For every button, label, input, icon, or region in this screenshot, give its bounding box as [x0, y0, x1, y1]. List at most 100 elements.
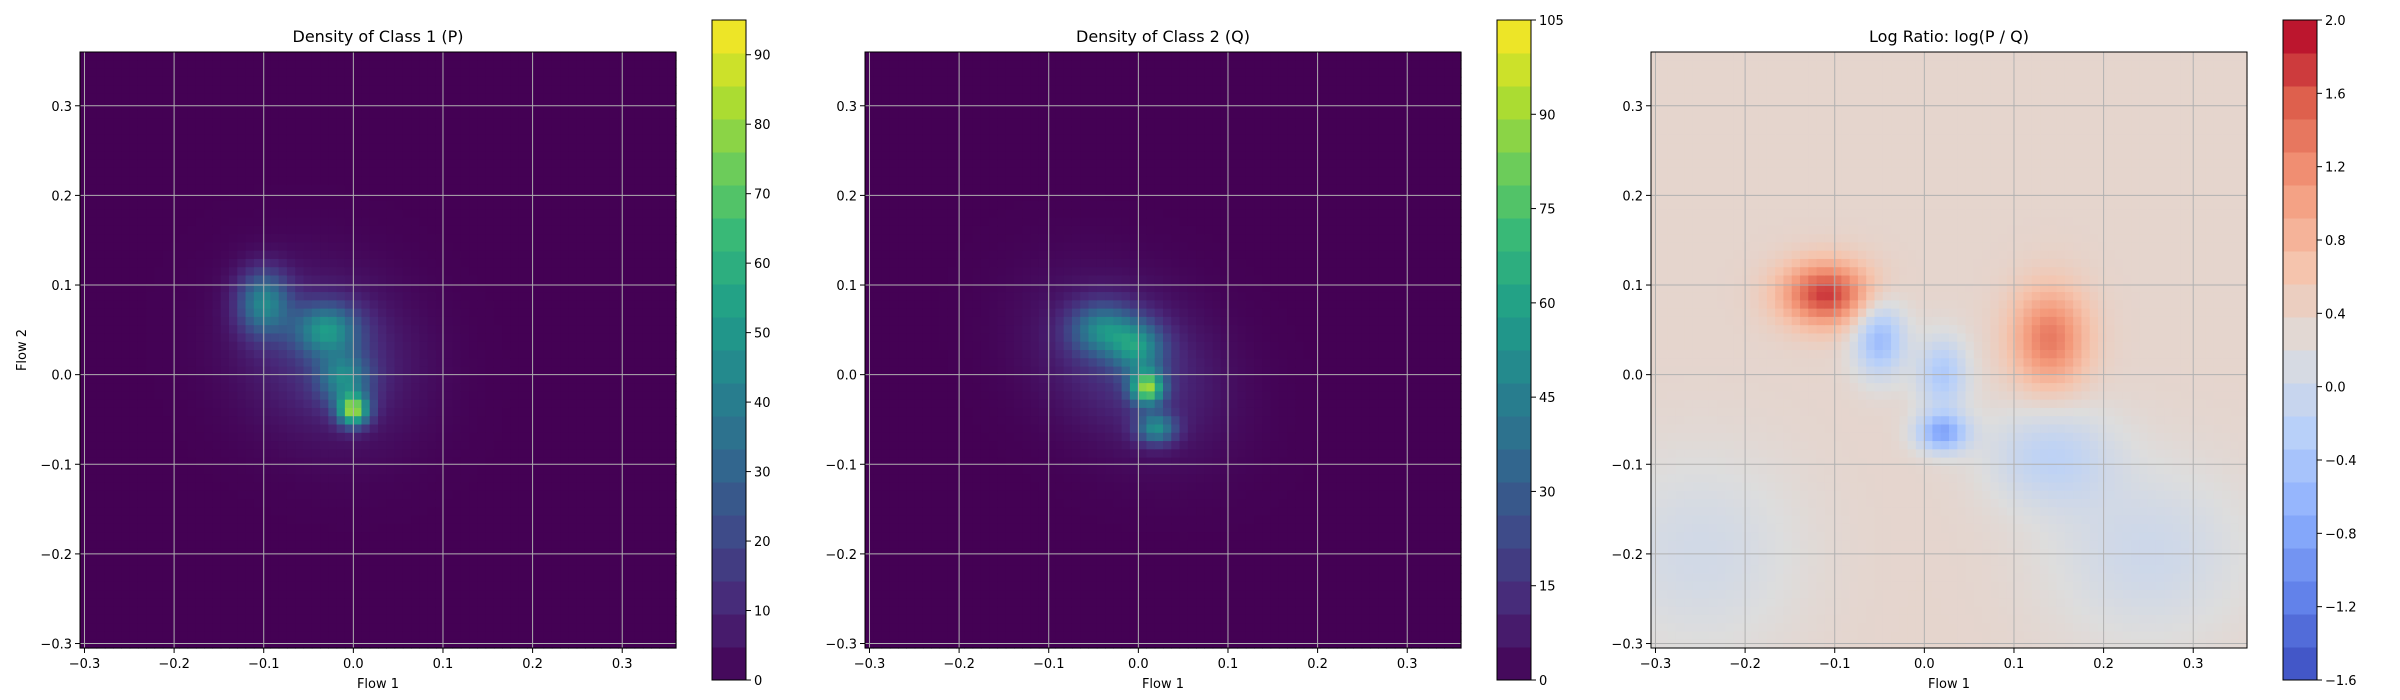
- heatmap-cell: [270, 407, 280, 417]
- heatmap-cell: [270, 341, 280, 351]
- heatmap-cell: [104, 68, 114, 78]
- heatmap-cell: [535, 167, 545, 177]
- heatmap-cell: [286, 167, 296, 177]
- heatmap-cell: [162, 60, 172, 70]
- heatmap-cell: [146, 68, 156, 78]
- heatmap-cell: [162, 374, 172, 384]
- heatmap-cell: [154, 292, 164, 301]
- heatmap-cell: [96, 474, 106, 484]
- heatmap-cell: [419, 250, 429, 260]
- heatmap-cell: [626, 234, 636, 243]
- heatmap-cell: [245, 267, 255, 277]
- heatmap-cell: [179, 76, 189, 86]
- heatmap-cell: [171, 614, 180, 624]
- heatmap-cell: [328, 242, 338, 252]
- heatmap-cell: [626, 143, 636, 152]
- heatmap-cell: [411, 176, 420, 186]
- heatmap-cell: [560, 573, 569, 583]
- heatmap-cell: [510, 507, 520, 517]
- heatmap-cell: [634, 60, 644, 70]
- heatmap-cell: [245, 258, 255, 268]
- heatmap-cell: [551, 366, 561, 376]
- heatmap-cell: [411, 234, 420, 243]
- heatmap-cell: [510, 639, 520, 649]
- heatmap-cell: [452, 457, 462, 467]
- heatmap-cell: [576, 449, 586, 459]
- heatmap-cell: [262, 308, 271, 318]
- heatmap-cell: [469, 250, 478, 260]
- heatmap-cell: [121, 143, 131, 152]
- heatmap-cell: [229, 548, 238, 558]
- heatmap-cell: [137, 275, 147, 285]
- heatmap-cell: [96, 93, 106, 103]
- heatmap-cell: [262, 424, 271, 434]
- heatmap-cell: [220, 126, 230, 136]
- heatmap-cell: [253, 242, 263, 252]
- heatmap-cell: [270, 126, 280, 136]
- heatmap-cell: [642, 225, 652, 235]
- heatmap-cell: [96, 441, 106, 450]
- heatmap-cell: [171, 639, 180, 649]
- heatmap-cell: [543, 225, 553, 235]
- heatmap-cell: [328, 457, 338, 467]
- heatmap-cell: [378, 523, 387, 533]
- heatmap-cell: [204, 217, 214, 227]
- heatmap-cell: [427, 606, 437, 616]
- heatmap-cell: [593, 118, 603, 128]
- heatmap-cell: [129, 126, 139, 136]
- heatmap-cell: [543, 159, 553, 169]
- heatmap-cell: [96, 184, 106, 194]
- heatmap-cell: [303, 441, 313, 450]
- heatmap-cell: [270, 507, 280, 517]
- heatmap-cell: [394, 350, 404, 359]
- heatmap-cell: [195, 184, 205, 194]
- heatmap-cell: [634, 449, 644, 459]
- heatmap-cell: [369, 225, 379, 235]
- heatmap-cell: [162, 499, 172, 508]
- heatmap-cell: [286, 250, 296, 260]
- heatmap-cell: [485, 399, 495, 409]
- heatmap-cell: [411, 556, 420, 566]
- heatmap-cell: [171, 465, 180, 475]
- heatmap-cell: [353, 217, 363, 227]
- heatmap-cell: [137, 465, 147, 475]
- heatmap-cell: [229, 474, 238, 484]
- heatmap-cell: [518, 275, 528, 285]
- heatmap-cell: [278, 118, 288, 128]
- heatmap-cell: [386, 151, 396, 161]
- heatmap-cell: [278, 201, 288, 210]
- heatmap-cell: [229, 167, 238, 177]
- heatmap-cell: [195, 109, 205, 119]
- heatmap-cell: [378, 176, 387, 186]
- heatmap-cell: [204, 606, 214, 616]
- heatmap-cell: [344, 250, 354, 260]
- heatmap-cell: [88, 275, 98, 285]
- heatmap-cell: [187, 308, 197, 318]
- heatmap-cell: [146, 109, 156, 119]
- heatmap-cell: [229, 366, 238, 376]
- heatmap-cell: [510, 565, 520, 575]
- heatmap-cell: [402, 308, 412, 318]
- heatmap-cell: [88, 201, 98, 210]
- heatmap-cell: [96, 159, 106, 169]
- heatmap-cell: [551, 457, 561, 467]
- heatmap-cell: [237, 250, 247, 260]
- heatmap-cell: [527, 391, 536, 401]
- heatmap-cell: [642, 93, 652, 103]
- heatmap-cell: [609, 407, 619, 417]
- heatmap-cell: [121, 383, 131, 392]
- heatmap-cell: [535, 209, 545, 219]
- heatmap-cell: [295, 532, 305, 541]
- heatmap-cell: [378, 590, 387, 599]
- heatmap-cell: [394, 151, 404, 161]
- heatmap-cell: [493, 134, 503, 144]
- heatmap-cell: [402, 598, 412, 608]
- heatmap-cell: [96, 325, 106, 335]
- heatmap-cell: [518, 383, 528, 392]
- heatmap-cell: [154, 258, 164, 268]
- heatmap-cell: [510, 167, 520, 177]
- heatmap-cell: [295, 515, 305, 525]
- heatmap-cell: [543, 283, 553, 293]
- heatmap-cell: [411, 68, 420, 78]
- heatmap-cell: [477, 209, 487, 219]
